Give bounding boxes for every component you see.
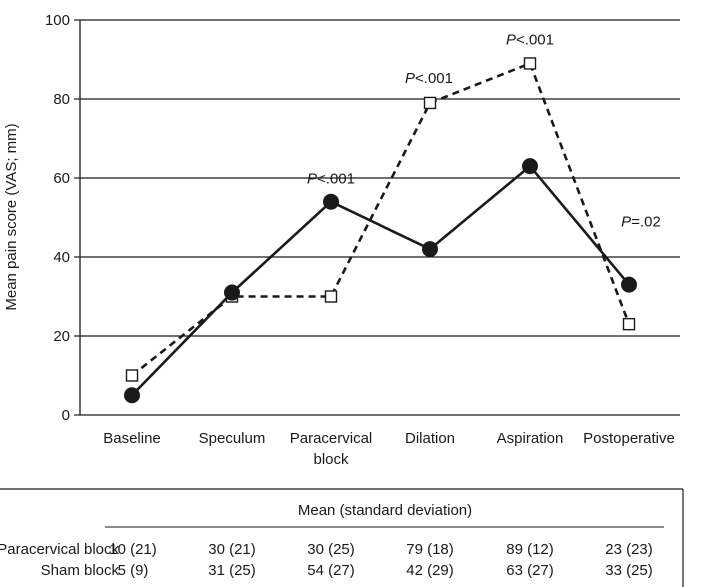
category-label: Paracervical: [290, 430, 373, 447]
table-cell: 42 (29): [406, 562, 454, 579]
table-cell: 10 (21): [109, 541, 157, 558]
filled-circle-marker: [124, 387, 140, 404]
category-label: Dilation: [405, 430, 455, 447]
table-row-label: Paracervical block: [0, 541, 119, 558]
category-label: Aspiration: [497, 430, 564, 447]
y-tick-labels: 0 20 40 60 80 100: [45, 12, 70, 424]
table-cell: 23 (23): [605, 541, 653, 558]
table-cell: 33 (25): [605, 562, 653, 579]
open-square-marker: [523, 57, 537, 70]
open-square-marker: [423, 96, 437, 110]
table-cell: 30 (21): [208, 541, 256, 558]
axes: [74, 19, 680, 416]
table-cell: 79 (18): [406, 541, 454, 558]
dashed-series-line: [131, 61, 631, 377]
table-cell: 30 (25): [307, 541, 355, 558]
table-row-label: Sham block: [41, 562, 120, 579]
open-square-marker: [125, 369, 139, 382]
table-cell: 54 (27): [307, 562, 355, 579]
category-label: block: [313, 451, 349, 468]
table-cell: 89 (12): [506, 541, 554, 558]
open-square-marker: [622, 317, 636, 331]
solid-series-line: [131, 164, 630, 397]
p-value-annotation: P<.001: [405, 70, 453, 87]
y-tick-label: 20: [53, 328, 70, 345]
y-axis-label: Mean pain score (VAS; mm): [3, 123, 20, 310]
y-tick-label: 40: [53, 249, 70, 266]
filled-circle-marker: [621, 276, 637, 293]
data-table: Mean (standard deviation) Paracervical bl…: [0, 488, 684, 587]
table-cell: 5 (9): [118, 562, 149, 579]
y-tick-label: 60: [53, 170, 70, 187]
y-tick-label: 80: [53, 91, 70, 108]
annotations: P<.001 P<.001 P<.001 P=.02: [307, 31, 661, 230]
y-tick-label: 100: [45, 12, 70, 29]
filled-circle-marker: [224, 284, 240, 301]
p-value-annotation: P=.02: [621, 214, 661, 231]
table-header: Mean (standard deviation): [298, 502, 472, 519]
filled-circle-marker: [522, 158, 538, 175]
category-label: Postoperative: [583, 430, 675, 447]
table-cell: 31 (25): [208, 562, 256, 579]
series-lines: [131, 61, 631, 397]
x-category-labels: Baseline Speculum Paracervical block Dilatio…: [103, 430, 675, 468]
open-square-marker: [324, 290, 338, 303]
category-label: Speculum: [199, 430, 266, 447]
p-value-annotation: P<.001: [307, 171, 355, 188]
series-markers: [124, 57, 637, 404]
y-tick-label: 0: [62, 407, 70, 424]
filled-circle-marker: [323, 193, 339, 210]
table-cell: 63 (27): [506, 562, 554, 579]
filled-circle-marker: [422, 241, 438, 258]
grid-lines: [80, 19, 680, 337]
p-value-annotation: P<.001: [506, 31, 554, 48]
category-label: Baseline: [103, 430, 161, 447]
